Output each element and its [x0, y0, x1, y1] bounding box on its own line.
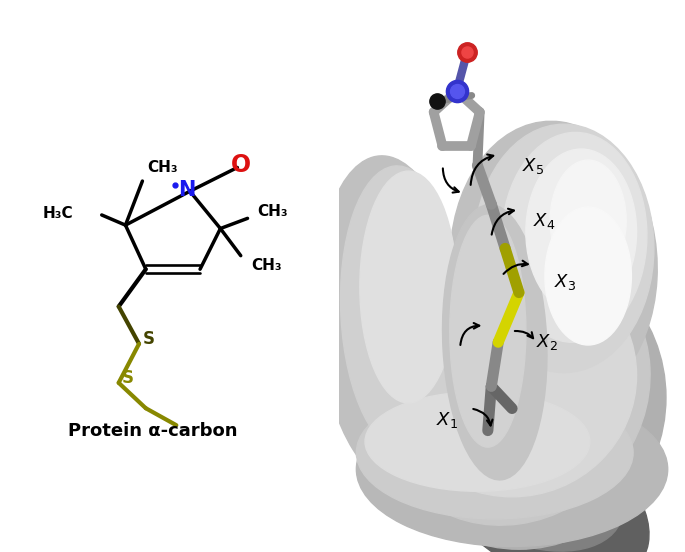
Text: CH₃: CH₃ [251, 258, 282, 273]
Ellipse shape [436, 421, 623, 551]
Ellipse shape [356, 392, 668, 546]
Ellipse shape [430, 409, 649, 552]
Text: $\it{X}$$_2$: $\it{X}$$_2$ [536, 332, 558, 352]
Ellipse shape [356, 386, 633, 519]
Ellipse shape [545, 207, 632, 345]
Ellipse shape [372, 246, 666, 549]
Ellipse shape [340, 166, 462, 452]
Text: S: S [142, 330, 155, 348]
Text: N: N [178, 179, 195, 199]
Text: S: S [122, 369, 134, 387]
Text: $\it{X}$$_3$: $\it{X}$$_3$ [553, 272, 576, 291]
Text: $\it{X}$$_5$: $\it{X}$$_5$ [523, 156, 545, 176]
Ellipse shape [450, 215, 526, 447]
Ellipse shape [317, 156, 464, 485]
Text: $\it{X}$$_4$: $\it{X}$$_4$ [533, 211, 556, 231]
Ellipse shape [374, 248, 650, 525]
Text: CH₃: CH₃ [147, 160, 178, 175]
Text: $\it{X}$$_1$: $\it{X}$$_1$ [436, 410, 458, 429]
Ellipse shape [443, 205, 547, 480]
Text: H₃C: H₃C [42, 206, 73, 221]
Ellipse shape [388, 254, 636, 497]
Ellipse shape [365, 392, 590, 491]
Ellipse shape [550, 160, 626, 282]
Ellipse shape [450, 121, 657, 408]
Ellipse shape [474, 124, 654, 373]
Ellipse shape [501, 132, 647, 342]
Ellipse shape [360, 171, 457, 403]
Text: CH₃: CH₃ [258, 204, 288, 219]
Text: Protein α-carbon: Protein α-carbon [68, 422, 237, 440]
Ellipse shape [526, 149, 636, 315]
Text: O: O [232, 153, 251, 177]
